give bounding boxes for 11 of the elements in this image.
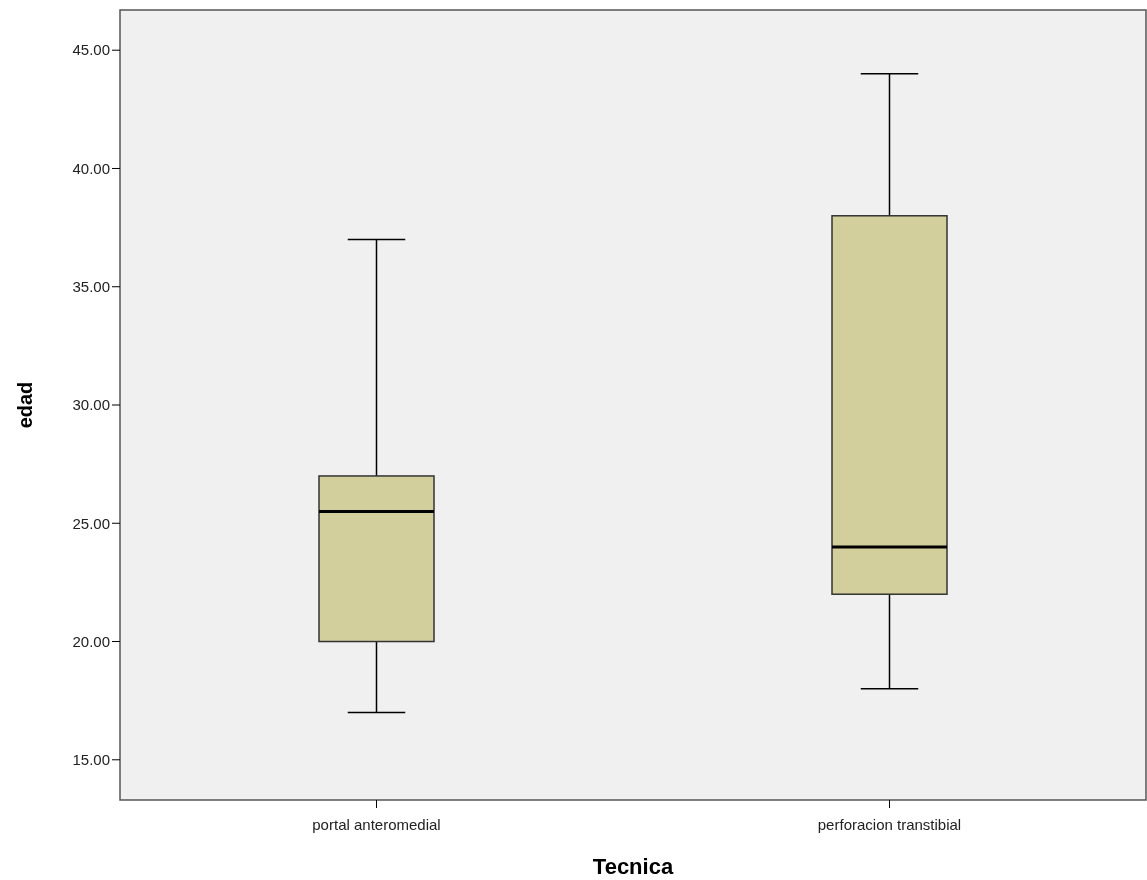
- y-tick-label: 30.00: [72, 396, 110, 414]
- x-tick-label: perforacion transtibial: [817, 816, 962, 833]
- x-axis-title: Tecnica: [592, 854, 674, 879]
- x-tick-label: portal anteromedial: [312, 816, 441, 833]
- y-tick-label: 25.00: [72, 514, 110, 532]
- y-tick-label: 45.00: [72, 41, 110, 59]
- y-axis-title: edad: [14, 381, 36, 429]
- y-tick-label: 15.00: [72, 751, 110, 769]
- y-tick-label: 20.00: [72, 632, 110, 650]
- y-tick-label: 35.00: [72, 277, 110, 295]
- y-tick-label: 40.00: [72, 159, 110, 177]
